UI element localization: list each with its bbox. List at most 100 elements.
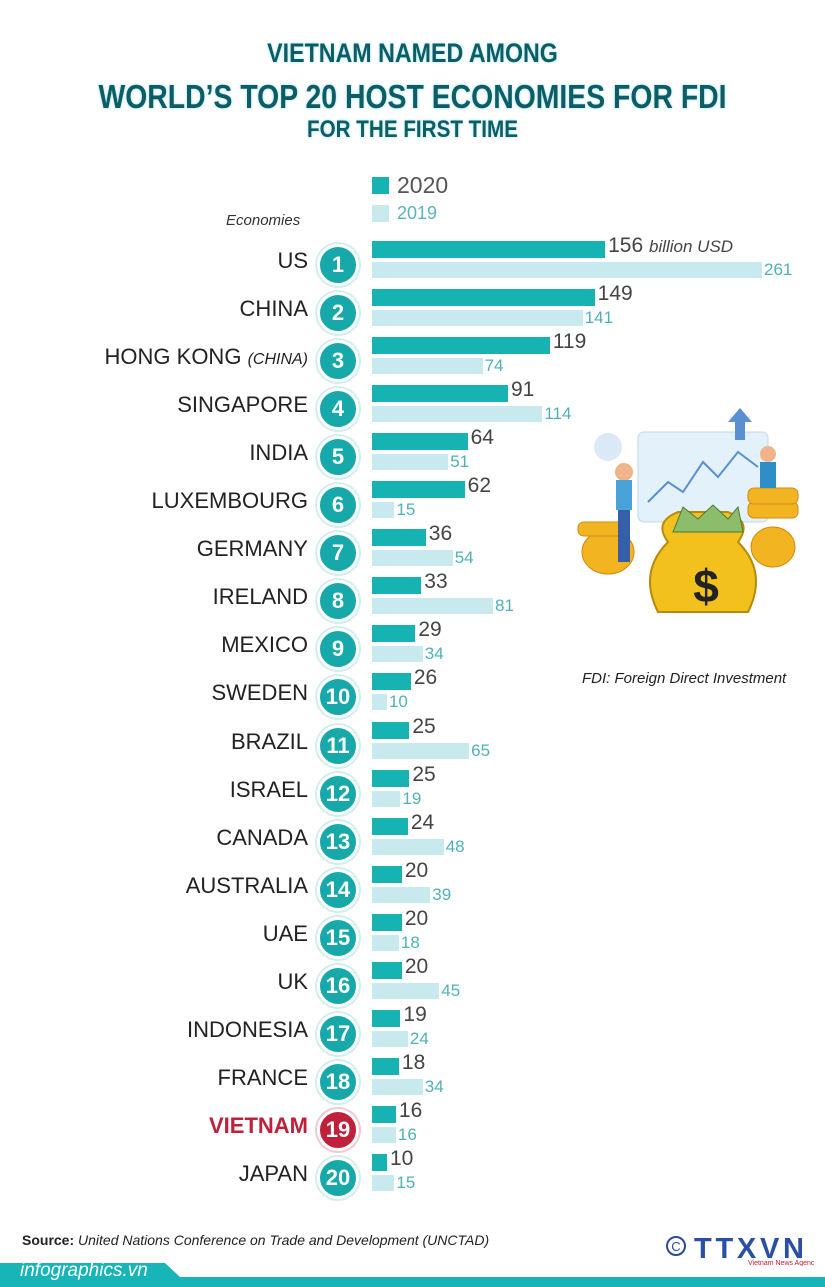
rank-badge: 10 (317, 676, 359, 719)
bar-2019 (372, 838, 444, 855)
bar-2020 (372, 625, 416, 643)
chart-row: FRANCE 18 18 34 (0, 1051, 825, 1127)
value-2020: 91 (510, 378, 535, 402)
rank-badge: 14 (317, 868, 359, 911)
bar-2020 (372, 1009, 401, 1027)
value-label-2020: 91 (511, 378, 534, 402)
category-label: SWEDEN (211, 680, 308, 706)
bar-2020 (372, 1105, 396, 1123)
value-2020: 33 (424, 570, 448, 594)
value-2020: 25 (412, 762, 436, 786)
value-2020: 62 (467, 474, 491, 498)
chart-row: AUSTRALIA 14 20 39 (0, 859, 825, 935)
category-header: Economies (226, 212, 301, 229)
category-label: JAPAN (239, 1161, 308, 1187)
rank-badge: 16 (317, 964, 359, 1007)
value-label-2020: 156 billion USD (608, 234, 733, 258)
bar-2019 (372, 1126, 396, 1143)
fdi-note: FDI: Foreign Direct Investment (582, 670, 787, 687)
legend-swatch-2019 (372, 205, 389, 222)
ttxvn-logo: C TTXVN Vietnam News Agency (664, 1232, 818, 1271)
value-label-2019: 114 (544, 404, 572, 424)
value-2020: 20 (404, 954, 429, 978)
svg-text:C: C (671, 1239, 680, 1254)
category-name: SINGAPORE (177, 392, 308, 418)
rank-badge: 3 (317, 340, 359, 383)
bar-2020 (372, 1057, 399, 1075)
bar-2020 (372, 385, 508, 403)
rank-badge: 7 (317, 532, 359, 575)
rank-badge: 20 (317, 1156, 359, 1199)
value-2020: 119 (552, 330, 587, 354)
rank-badge: 13 (317, 820, 359, 863)
category-name: JAPAN (238, 1160, 308, 1186)
category-label: VIETNAM (209, 1113, 308, 1139)
chart-row: GERMANY 7 36 54 (0, 522, 825, 598)
value-label-2020: 26 (414, 666, 437, 690)
rank-badge: 18 (317, 1060, 359, 1103)
value-2020: 156 (608, 234, 644, 257)
category-label: IRELAND (213, 584, 308, 610)
value-label-2020: 119 (553, 330, 586, 354)
bar-2019 (372, 358, 483, 375)
value-2020: 20 (404, 906, 429, 930)
value-label-2020: 16 (399, 1099, 422, 1123)
chart-row: SINGAPORE 4 91 114 (0, 378, 825, 454)
chart-row: IRELAND 8 33 81 (0, 570, 825, 646)
svg-text:$: $ (693, 560, 719, 612)
category-name: INDONESIA (186, 1016, 308, 1042)
legend-2020: 2020 (372, 172, 448, 199)
rank-badge: 12 (317, 772, 359, 815)
chart-row: CANADA 13 24 48 (0, 811, 825, 887)
rank-badge: 9 (317, 628, 359, 671)
value-label-2019: 15 (396, 1172, 416, 1192)
value-label-2019: 18 (400, 932, 420, 952)
value-label-2019: 34 (424, 1076, 444, 1096)
bar-2020 (372, 673, 411, 691)
value-label-2019: 15 (396, 500, 416, 520)
rank-badge: 1 (317, 244, 359, 286)
bar-2020 (372, 433, 468, 451)
bar-2020 (372, 577, 422, 595)
bar-2020 (372, 913, 402, 931)
bar-2020 (372, 241, 606, 258)
source-note: Source: United Nations Conference on Tra… (22, 1232, 489, 1248)
bar-2020 (372, 481, 465, 499)
source-text: United Nations Conference on Trade and D… (74, 1232, 490, 1248)
title-line2: WORLD’S TOP 20 HOST ECONOMIES FOR FDI (98, 78, 727, 115)
rank-badge: 5 (317, 436, 359, 479)
value-label-2020: 25 (412, 763, 435, 787)
value-label-2020: 20 (405, 955, 428, 979)
rank-badge: 15 (317, 916, 359, 959)
value-label-2020: 33 (424, 570, 447, 594)
category-label: GERMANY (197, 536, 308, 562)
category-label: UAE (263, 921, 308, 947)
category-name: LUXEMBOURG (151, 488, 308, 514)
unit-label: billion USD (648, 237, 734, 256)
bar-2019 (372, 262, 762, 278)
value-label-2019: 39 (432, 884, 452, 904)
category-name: UAE (262, 920, 308, 946)
bar-2019 (372, 1030, 408, 1047)
rank-badge: 8 (317, 580, 359, 623)
value-label-2020: 25 (412, 715, 435, 739)
value-2020: 149 (597, 282, 633, 306)
bar-2020 (372, 529, 426, 547)
value-2020: 29 (418, 618, 442, 642)
value-2020: 19 (403, 1002, 427, 1026)
category-label: INDIA (249, 440, 308, 466)
chart-row: US 1 156 billion USD 261 (0, 234, 825, 310)
value-label-2020: 10 (390, 1147, 413, 1171)
value-label-2019: 261 (764, 260, 793, 279)
category-name: INDIA (249, 440, 308, 466)
chart-row: VIETNAM 19 16 16 (0, 1099, 825, 1175)
value-2020: 10 (389, 1146, 414, 1170)
value-2020: 26 (413, 666, 438, 690)
bar-2019 (372, 646, 423, 663)
bar-2020 (372, 865, 402, 883)
value-label-2019: 48 (445, 836, 465, 856)
category-label: CHINA (240, 296, 308, 322)
bar-2019 (372, 310, 583, 327)
bar-2020 (372, 721, 410, 739)
chart-row: ISRAEL 12 25 19 (0, 763, 825, 839)
